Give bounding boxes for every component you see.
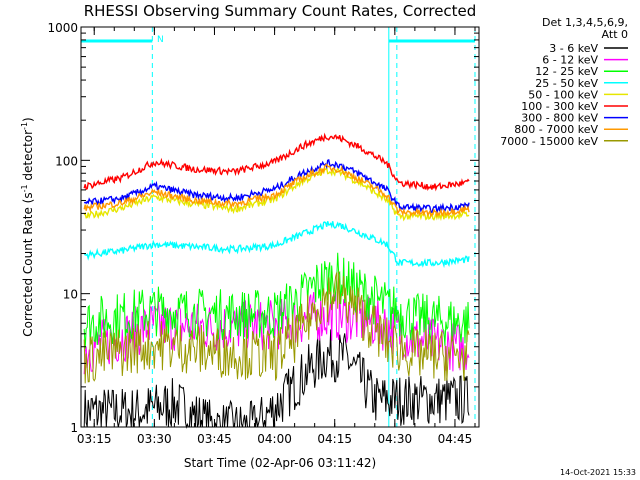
x-tick-label: 04:00 xyxy=(257,432,292,446)
x-tick-label: 04:45 xyxy=(438,432,473,446)
legend-label: 7000 - 15000 keV xyxy=(500,135,598,148)
night-marker-label: N xyxy=(157,35,164,45)
y-tick-label: 1000 xyxy=(47,21,78,35)
legend-label: 300 - 800 keV xyxy=(521,112,598,125)
legend-label: 3 - 6 keV xyxy=(549,42,598,55)
x-tick-label: 04:15 xyxy=(317,432,352,446)
y-tick-label: 10 xyxy=(63,288,78,302)
legend-label: 50 - 100 keV xyxy=(528,88,598,101)
y-tick-label: 100 xyxy=(55,154,78,168)
series-50-100-kev xyxy=(83,166,470,222)
series-800-7000-kev xyxy=(83,163,470,218)
legend-label: 800 - 7000 keV xyxy=(514,123,598,136)
x-axis-label: Start Time (02-Apr-06 03:11:42) xyxy=(184,456,376,470)
chart-title: RHESSI Observing Summary Count Rates, Co… xyxy=(84,2,477,20)
legend-header-line1: Det 1,3,4,5,6,9, xyxy=(542,16,628,29)
series-7000-15000-kev xyxy=(83,271,470,384)
y-label-sup2: -1 xyxy=(20,122,29,130)
x-tick-label: 04:30 xyxy=(378,432,413,446)
y-label-end: ) xyxy=(21,117,35,122)
y-label-sup1: -1 xyxy=(20,184,29,192)
y-label-main: Corrected Count Rate (s xyxy=(21,192,35,336)
x-tick-label: 03:45 xyxy=(197,432,232,446)
x-tick-label: 03:15 xyxy=(77,432,112,446)
series-25-50-kev xyxy=(83,221,470,269)
legend-header-line2: Att 0 xyxy=(602,28,628,41)
legend-label: 25 - 50 keV xyxy=(535,77,598,90)
axes: 03:15 03:30 03:45 04:00 04:15 04:30 04:45 1 10 10… xyxy=(47,21,479,446)
series-300-800-kev xyxy=(83,159,470,215)
y-label-mid: detector xyxy=(21,130,35,185)
legend-label: 100 - 300 keV xyxy=(521,100,598,113)
y-axis-label: Corrected Count Rate (s-1 detector-1) xyxy=(20,117,35,336)
x-tick-label: 03:30 xyxy=(137,432,172,446)
series-100-300-kev xyxy=(83,132,470,192)
legend-label: 12 - 25 keV xyxy=(535,65,598,78)
legend-label: 6 - 12 keV xyxy=(542,54,598,67)
night-markers xyxy=(81,27,476,427)
timestamp: 14-Oct-2021 15:33 xyxy=(560,468,636,477)
y-tick-label: 1 xyxy=(70,421,78,435)
series-3-6-kev xyxy=(83,329,470,429)
series-group xyxy=(83,132,470,429)
plot-frame xyxy=(80,26,480,428)
